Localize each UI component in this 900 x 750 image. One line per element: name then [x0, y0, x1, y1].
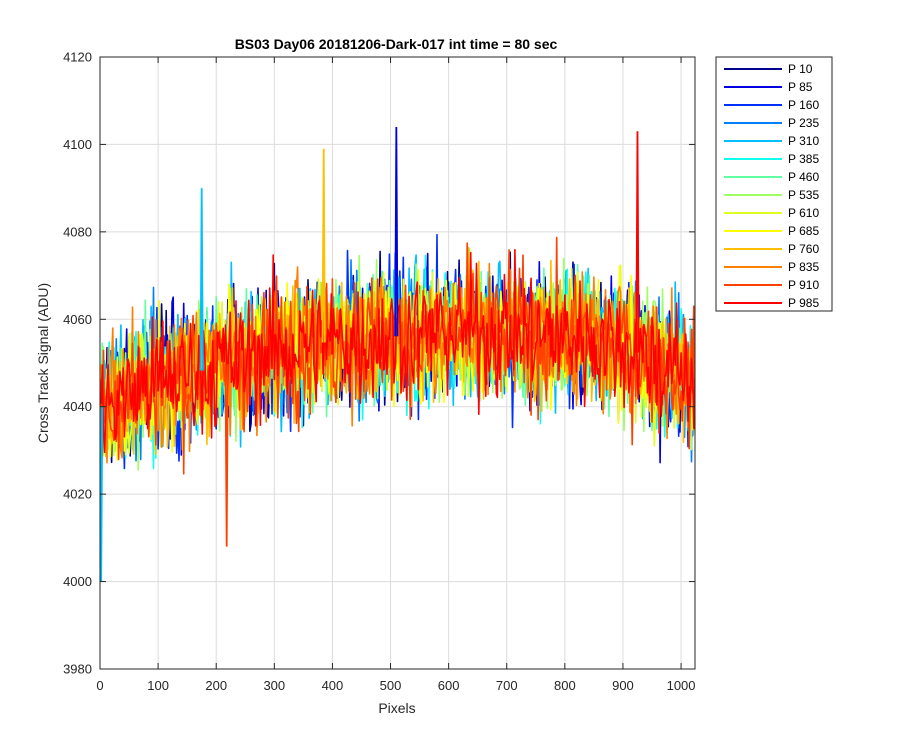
- legend-entry-label: P 985: [788, 296, 819, 310]
- series-lines: [100, 126, 695, 582]
- legend-entry-label: P 685: [788, 224, 819, 238]
- x-tick-label: 500: [380, 678, 402, 693]
- legend-entry-label: P 310: [788, 134, 819, 148]
- legend-entry-label: P 460: [788, 170, 819, 184]
- legend-box: [715, 56, 833, 312]
- x-tick-label: 100: [147, 678, 169, 693]
- x-tick-label: 300: [263, 678, 285, 693]
- x-tick-label: 800: [554, 678, 576, 693]
- y-tick-label: 4020: [63, 487, 92, 502]
- legend-entry-label: P 610: [788, 206, 819, 220]
- x-axis-label: Pixels: [378, 700, 415, 716]
- series-spike: [321, 148, 326, 343]
- x-tick-label: 900: [612, 678, 634, 693]
- legend: P 10 P 85 P 160 P 235 P 310 P 385 P 460 P 535 P …: [715, 56, 833, 312]
- axis-ticks: 0 100 200 300 400 500 600 700 800 900 1000 3980 4000…: [63, 50, 695, 694]
- x-tick-label: 700: [496, 678, 518, 693]
- x-tick-label: 0: [96, 678, 103, 693]
- plot-frame: [99, 56, 696, 670]
- series-spike: [635, 131, 640, 353]
- legend-entry-label: P 535: [788, 188, 819, 202]
- legend-entry-label: P 235: [788, 116, 819, 130]
- legend-entry-label: P 85: [788, 80, 813, 94]
- legend-entry-label: P 10: [788, 62, 813, 76]
- legend-entry-label: P 160: [788, 98, 819, 112]
- y-tick-label: 3980: [63, 662, 92, 677]
- y-tick-label: 4060: [63, 312, 92, 327]
- y-tick-label: 4000: [63, 574, 92, 589]
- x-tick-label: 600: [438, 678, 460, 693]
- x-tick-label: 400: [322, 678, 344, 693]
- legend-entry-label: P 385: [788, 152, 819, 166]
- x-tick-label: 1000: [667, 678, 696, 693]
- y-tick-label: 4040: [63, 399, 92, 414]
- series-spike: [224, 364, 229, 547]
- series-spike: [199, 188, 204, 371]
- y-axis-label: Cross Track Signal (ADU): [35, 283, 51, 443]
- chart-title: BS03 Day06 20181206-Dark-017 int time = …: [235, 36, 558, 52]
- legend-entry-label: P 910: [788, 278, 819, 292]
- legend-entry-label: P 760: [788, 242, 819, 256]
- y-tick-label: 4100: [63, 137, 92, 152]
- x-tick-label: 200: [205, 678, 227, 693]
- legend-entry-label: P 835: [788, 260, 819, 274]
- series-spike: [394, 126, 399, 337]
- y-tick-label: 4080: [63, 224, 92, 239]
- y-tick-label: 4120: [63, 50, 92, 65]
